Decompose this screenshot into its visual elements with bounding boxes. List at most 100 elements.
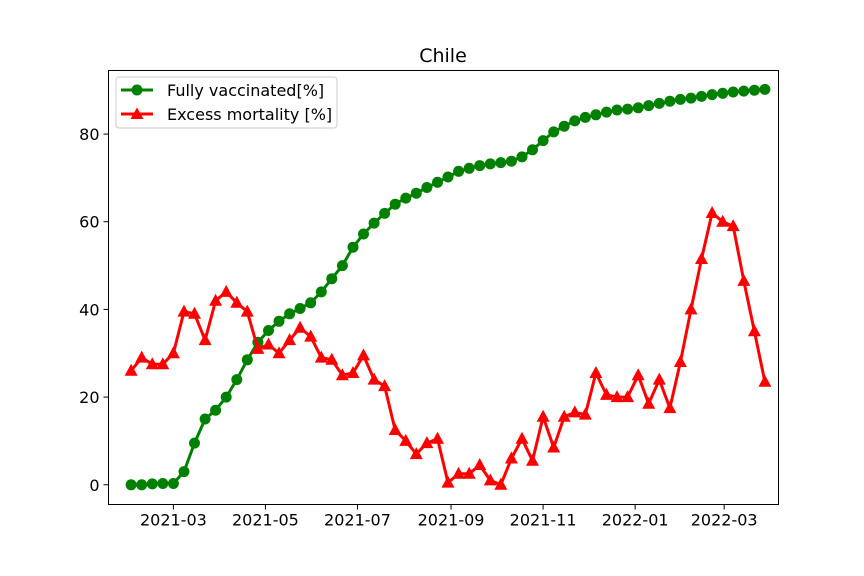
data-point [136,479,148,491]
data-point [442,171,454,183]
data-point [219,284,233,297]
data-point [536,409,550,422]
data-point [284,308,296,320]
chart-title: Chile [419,45,467,67]
data-point [589,366,603,378]
data-point [410,187,422,199]
data-point [240,304,254,317]
y-tick-label: 80 [79,125,99,144]
data-point [156,357,170,370]
data-point [747,324,761,337]
data-point [727,86,739,98]
data-point [726,219,740,232]
data-point [463,162,475,174]
y-tick-label: 20 [79,388,99,407]
data-point [622,103,634,115]
data-point [548,126,560,138]
data-point [631,368,645,381]
data-point [547,440,561,453]
data-point [263,325,274,336]
data-point [367,372,381,385]
data-point [145,357,159,370]
data-point [716,214,730,227]
data-point [325,352,339,365]
data-point [653,97,665,109]
data-point [432,176,443,188]
x-tick-label: 2022-03 [691,511,758,530]
y-tick-label: 60 [79,213,99,232]
data-point [272,346,286,359]
data-point [326,273,338,285]
data-point [759,83,771,95]
data-point [157,478,169,489]
data-point [663,401,677,414]
series-excess-mortality [124,206,772,490]
data-point [368,217,380,229]
data-point [315,286,327,298]
data-point [241,354,253,366]
legend: Fully vaccinated[%] Excess mortality [%] [115,76,338,129]
data-point [652,372,666,385]
legend-marker-vaccinated [131,84,143,96]
data-point [379,207,391,219]
data-point [558,120,570,132]
data-point [220,391,232,403]
data-point [527,144,538,156]
data-point [146,478,158,490]
data-point [346,366,360,378]
x-tick-label: 2021-03 [140,511,207,530]
data-point [431,431,444,444]
data-point [717,87,729,99]
data-point [568,405,582,418]
x-tick-label: 2021-07 [324,511,391,530]
x-tick-label: 2021-05 [232,511,299,530]
data-point [590,109,602,121]
data-point [673,355,687,367]
data-point [483,473,497,486]
data-point [601,106,612,118]
data-point [273,315,285,327]
data-point [494,477,508,490]
data-point [283,333,297,346]
data-point [695,252,708,264]
data-point [738,85,750,97]
data-point [230,295,244,308]
data-point [400,192,412,204]
data-point [484,158,496,170]
data-point [209,293,223,306]
data-point [135,350,149,363]
data-point [293,320,307,333]
data-point [262,337,275,350]
data-point [569,115,581,127]
x-tick-label: 2021-09 [418,511,485,530]
data-point [474,160,486,172]
data-point [420,436,434,449]
data-point [516,151,528,163]
x-tick-label: 2022-01 [602,511,669,530]
data-point [358,228,369,240]
data-point [177,304,191,317]
series-layer [124,83,772,491]
data-point [642,396,656,409]
data-point [231,374,243,386]
data-point [189,437,200,449]
data-point [305,297,317,309]
data-point [399,433,413,446]
y-tick-label: 40 [79,300,99,319]
legend-box [115,76,338,129]
plot-frame [108,70,779,505]
legend-label-excess: Excess mortality [%] [167,105,332,124]
data-point [705,206,719,218]
data-point [441,475,455,488]
data-point [453,165,465,177]
data-point [210,404,222,416]
data-point [632,102,644,114]
data-point [504,451,518,464]
data-point [600,387,613,400]
data-point [515,431,529,444]
data-point [125,479,137,491]
data-point [664,95,676,107]
data-point [737,273,751,286]
data-point [178,466,190,478]
